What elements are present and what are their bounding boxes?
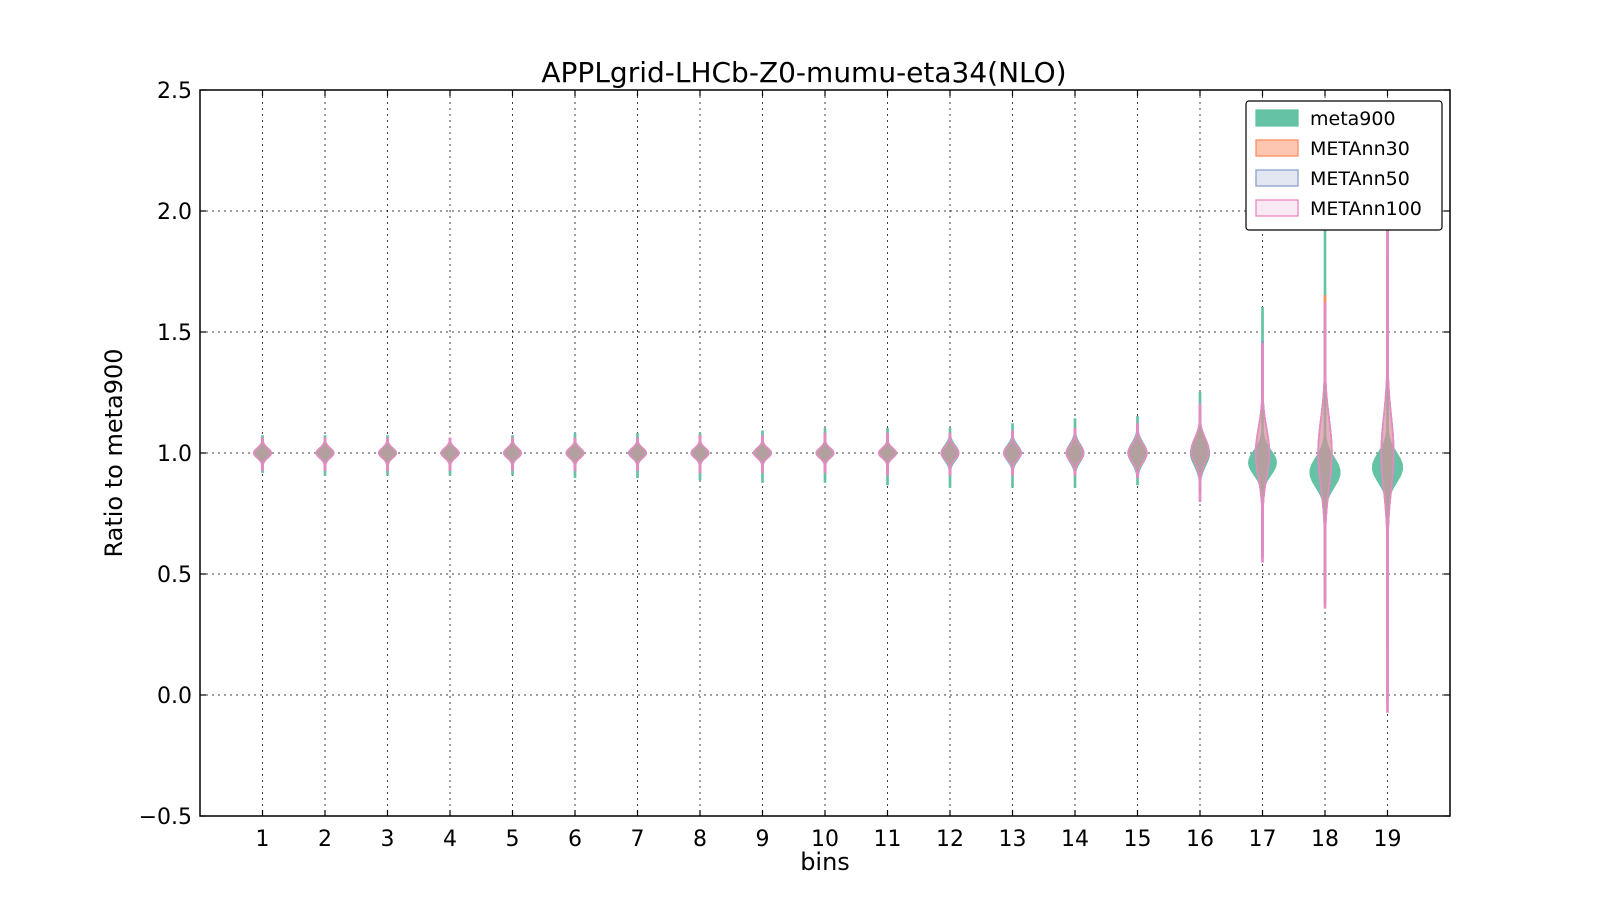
x-tick-label: 3 bbox=[381, 827, 395, 852]
x-tick-label: 19 bbox=[1374, 827, 1402, 852]
x-tick-label: 18 bbox=[1311, 827, 1339, 852]
x-tick-label: 16 bbox=[1186, 827, 1214, 852]
violin-metann100-bin-2 bbox=[315, 437, 335, 471]
x-tick-label: 10 bbox=[811, 827, 839, 852]
violin-metann100-bin-10 bbox=[815, 432, 835, 474]
legend-swatch bbox=[1255, 109, 1299, 127]
x-tick-label: 6 bbox=[568, 827, 582, 852]
x-tick-label: 8 bbox=[693, 827, 707, 852]
violin-metann100-bin-6 bbox=[565, 437, 585, 471]
y-tick-label: 2.0 bbox=[157, 200, 192, 225]
x-tick-label: 2 bbox=[318, 827, 332, 852]
x-tick-label: 13 bbox=[999, 827, 1027, 852]
legend-label: meta900 bbox=[1310, 108, 1396, 130]
violin-metann100-bin-17 bbox=[1254, 343, 1271, 563]
legend-label: METAnn100 bbox=[1310, 198, 1422, 220]
x-tick-label: 11 bbox=[874, 827, 902, 852]
y-tick-label: 0.0 bbox=[157, 684, 192, 709]
x-tick-label: 1 bbox=[256, 827, 270, 852]
violin-metann100-bin-19 bbox=[1380, 210, 1395, 713]
violin-metann100-bin-16 bbox=[1190, 403, 1210, 503]
violin-metann100-bin-8 bbox=[690, 435, 710, 474]
legend-label: METAnn50 bbox=[1310, 168, 1410, 190]
x-tick-label: 15 bbox=[1124, 827, 1152, 852]
violin-metann100-bin-18 bbox=[1317, 302, 1333, 609]
violin-metann100-bin-12 bbox=[940, 432, 960, 476]
legend-swatch bbox=[1255, 199, 1299, 217]
y-tick-label: 2.5 bbox=[157, 79, 192, 104]
x-tick-label: 14 bbox=[1061, 827, 1089, 852]
x-tick-label: 7 bbox=[631, 827, 645, 852]
violin-series-meta900 bbox=[253, 198, 1404, 648]
violin-metann100-bin-5 bbox=[502, 437, 523, 471]
legend-swatch bbox=[1255, 139, 1299, 157]
violin-marks bbox=[252, 198, 1404, 713]
x-axis-label: bins bbox=[800, 848, 850, 876]
y-tick-label: −0.5 bbox=[139, 805, 192, 830]
x-tick-label: 5 bbox=[506, 827, 520, 852]
violin-metann100-bin-14 bbox=[1065, 428, 1085, 476]
violin-metann100-bin-7 bbox=[627, 437, 648, 471]
legend-frame bbox=[1245, 100, 1443, 231]
violin-metann100-bin-15 bbox=[1127, 423, 1148, 478]
violin-metann100-bin-4 bbox=[440, 437, 460, 471]
y-tick-label: 0.5 bbox=[157, 563, 192, 588]
x-tick-label: 12 bbox=[936, 827, 964, 852]
x-tick-label: 9 bbox=[756, 827, 770, 852]
x-tick-label: 4 bbox=[443, 827, 457, 852]
legend-swatch bbox=[1255, 169, 1299, 187]
violin-metann100-bin-9 bbox=[753, 435, 772, 474]
y-axis-ticks: −0.5 0.0 0.5 1.0 1.5 2.0 2.5 bbox=[139, 79, 1450, 830]
x-axis-ticks: 1 2 3 4 5 6 7 8 9 10 11 12 13 14 15 16 17 18 19 bbox=[256, 90, 1402, 852]
violin-metann100-bin-11 bbox=[877, 432, 898, 476]
x-tick-label: 17 bbox=[1249, 827, 1277, 852]
y-axis-label: Ratio to meta900 bbox=[100, 348, 128, 557]
chart-title: APPLgrid-LHCb-Z0-mumu-eta34(NLO) bbox=[541, 56, 1066, 89]
violin-metann100-bin-13 bbox=[1002, 430, 1023, 476]
violin-metann100-bin-3 bbox=[377, 437, 398, 471]
legend: meta900 METAnn30 METAnn50 METAnn100 bbox=[1245, 100, 1443, 231]
legend-label: METAnn30 bbox=[1310, 138, 1410, 160]
y-tick-label: 1.5 bbox=[157, 321, 192, 346]
violin-metann100-bin-1 bbox=[252, 437, 273, 471]
violin-series-metann100 bbox=[252, 210, 1395, 713]
y-tick-label: 1.0 bbox=[157, 442, 192, 467]
